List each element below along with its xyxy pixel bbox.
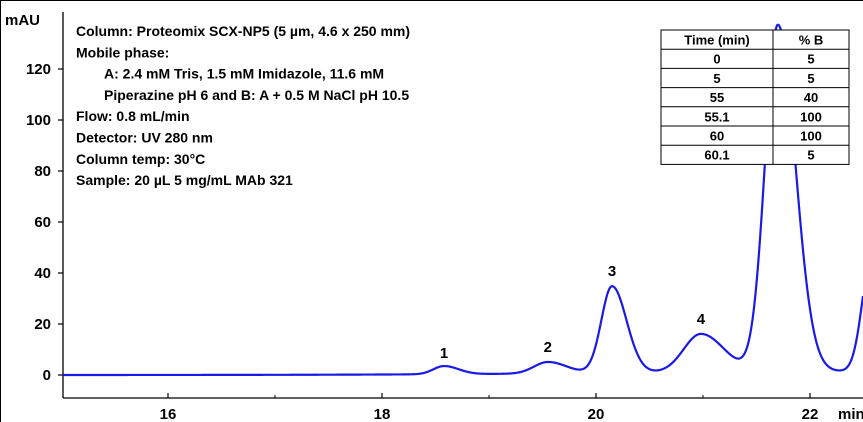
annotation-line: Flow: 0.8 mL/min: [76, 108, 190, 124]
annotation-line: Sample: 20 µL 5 mg/mL MAb 321: [76, 172, 293, 188]
y-axis-unit: mAU: [5, 12, 40, 29]
x-tick-label: 18: [374, 406, 391, 422]
x-tick-label: 22: [802, 406, 819, 422]
y-tick-label: 40: [34, 265, 51, 282]
annotation-line: Column temp: 30°C: [76, 151, 205, 167]
annotation-line: A: 2.4 mM Tris, 1.5 mM Imidazole, 11.6 m…: [104, 66, 384, 82]
annotation-line: Piperazine pH 6 and B: A + 0.5 M NaCl pH…: [104, 87, 409, 103]
y-tick-label: 20: [34, 316, 51, 333]
gradient-table-cell: 100: [800, 109, 822, 124]
y-tick-label: 100: [26, 112, 51, 129]
gradient-table-header: % B: [799, 33, 824, 48]
gradient-table-cell: 55.1: [704, 109, 729, 124]
gradient-table-cell: 5: [807, 52, 814, 67]
peak-label-4: 4: [697, 311, 706, 328]
gradient-table: [660, 29, 850, 165]
x-tick-label: 20: [588, 406, 605, 422]
chromatogram-trace: [62, 23, 863, 377]
gradient-table-cell: 60.1: [704, 148, 729, 163]
gradient-table-cell: 60: [710, 129, 724, 144]
annotation-line: Detector: UV 280 nm: [76, 130, 213, 146]
x-axis-unit: min: [838, 406, 863, 422]
peak-label-2: 2: [544, 339, 552, 356]
gradient-table-cell: 5: [713, 71, 720, 86]
gradient-table-header: Time (min): [684, 33, 750, 48]
annotation-line: Column: Proteomix SCX-NP5 (5 µm, 4.6 x 2…: [76, 23, 410, 39]
x-tick-label: 16: [160, 406, 177, 422]
gradient-table-cell: 40: [804, 90, 818, 105]
y-tick-label: 80: [34, 163, 51, 180]
peak-label-1: 1: [440, 345, 448, 362]
gradient-table-cell: 5: [807, 71, 814, 86]
y-tick-label: 120: [26, 61, 51, 78]
annotation-line: Mobile phase:: [76, 44, 169, 60]
gradient-table-cell: 100: [800, 129, 822, 144]
peak-label-3: 3: [608, 263, 616, 280]
gradient-table-cell: 55: [710, 90, 724, 105]
y-tick-label: 60: [34, 214, 51, 231]
gradient-table-cell: 5: [807, 148, 814, 163]
gradient-table-cell: 0: [713, 52, 720, 67]
y-tick-label: 0: [43, 367, 51, 384]
